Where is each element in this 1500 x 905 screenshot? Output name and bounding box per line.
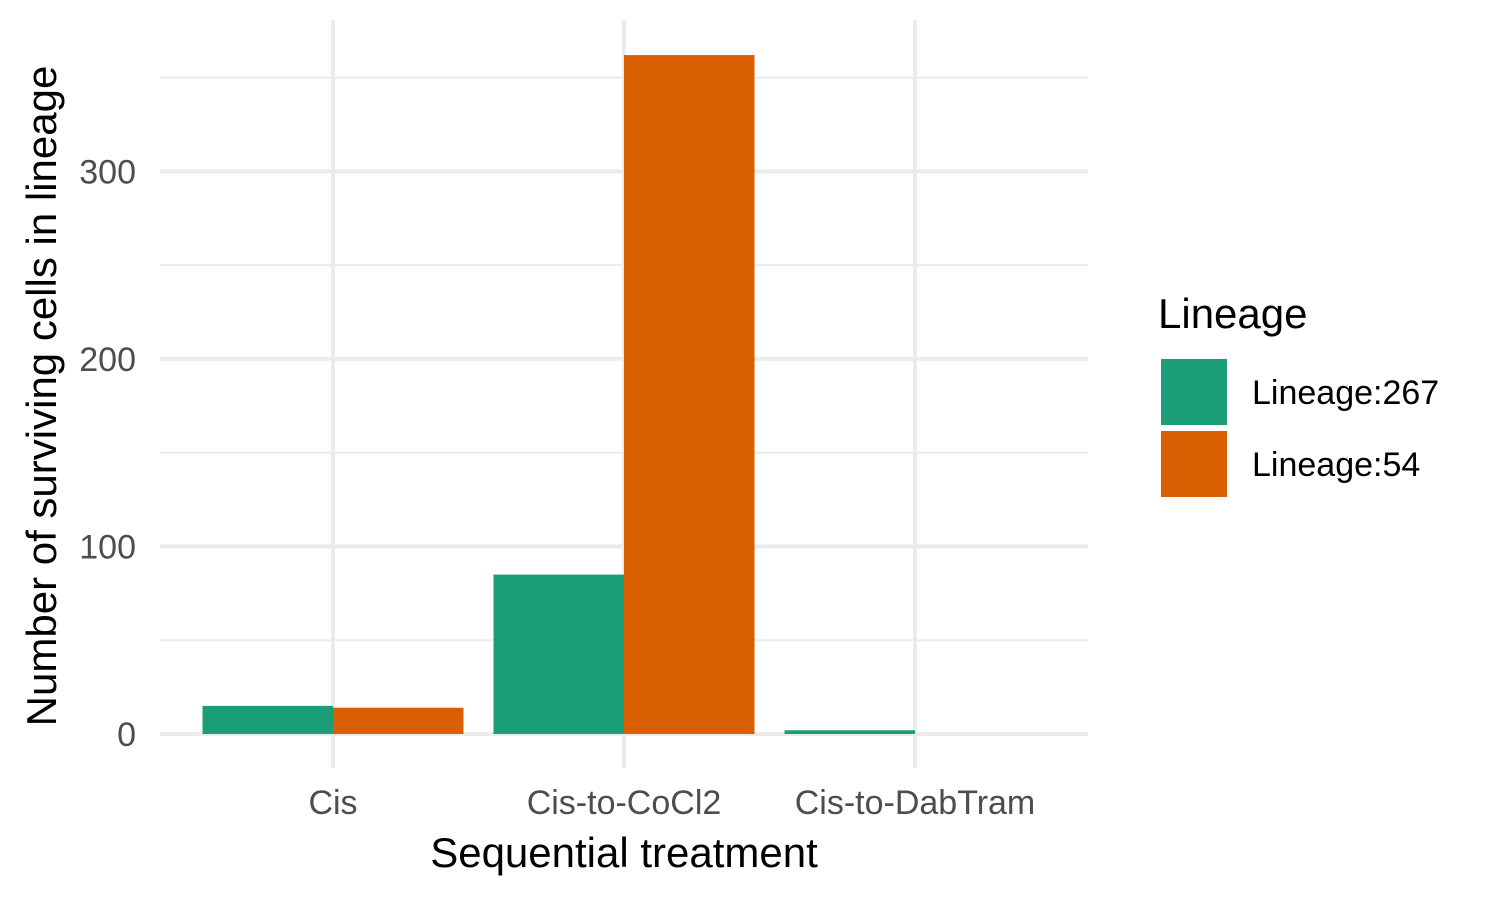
y-axis-title: Number of surviving cells in lineage <box>18 66 65 727</box>
y-tick-label: 200 <box>79 341 136 379</box>
y-tick-label: 0 <box>117 716 136 754</box>
x-axis-title: Sequential treatment <box>430 829 818 876</box>
bar-lineage-267-cis-to-cocl2 <box>493 574 624 734</box>
legend-key <box>1161 359 1227 425</box>
bar-lineage-267-cis-to-dabtram <box>784 730 915 734</box>
bars <box>202 55 915 735</box>
y-tick-label: 300 <box>79 153 136 191</box>
x-tick-label: Cis <box>308 784 357 822</box>
x-tick-label: Cis-to-CoCl2 <box>527 784 722 822</box>
x-tick-label: Cis-to-DabTram <box>795 784 1036 822</box>
legend-title: Lineage <box>1158 290 1307 337</box>
legend-key <box>1161 431 1227 497</box>
bar-lineage-267-cis <box>202 705 333 734</box>
bar-lineage-54-cis-to-cocl2 <box>624 55 755 735</box>
bar-lineage-54-cis <box>333 707 464 734</box>
x-tick-labels: Cis Cis-to-CoCl2 Cis-to-DabTram <box>308 784 1035 822</box>
legend-label: Lineage:267 <box>1252 374 1439 412</box>
y-tick-labels: 0 100 200 300 <box>79 153 136 754</box>
y-tick-label: 100 <box>79 528 136 566</box>
legend: Lineage Lineage:267 Lineage:54 <box>1158 290 1439 497</box>
legend-label: Lineage:54 <box>1252 446 1420 484</box>
